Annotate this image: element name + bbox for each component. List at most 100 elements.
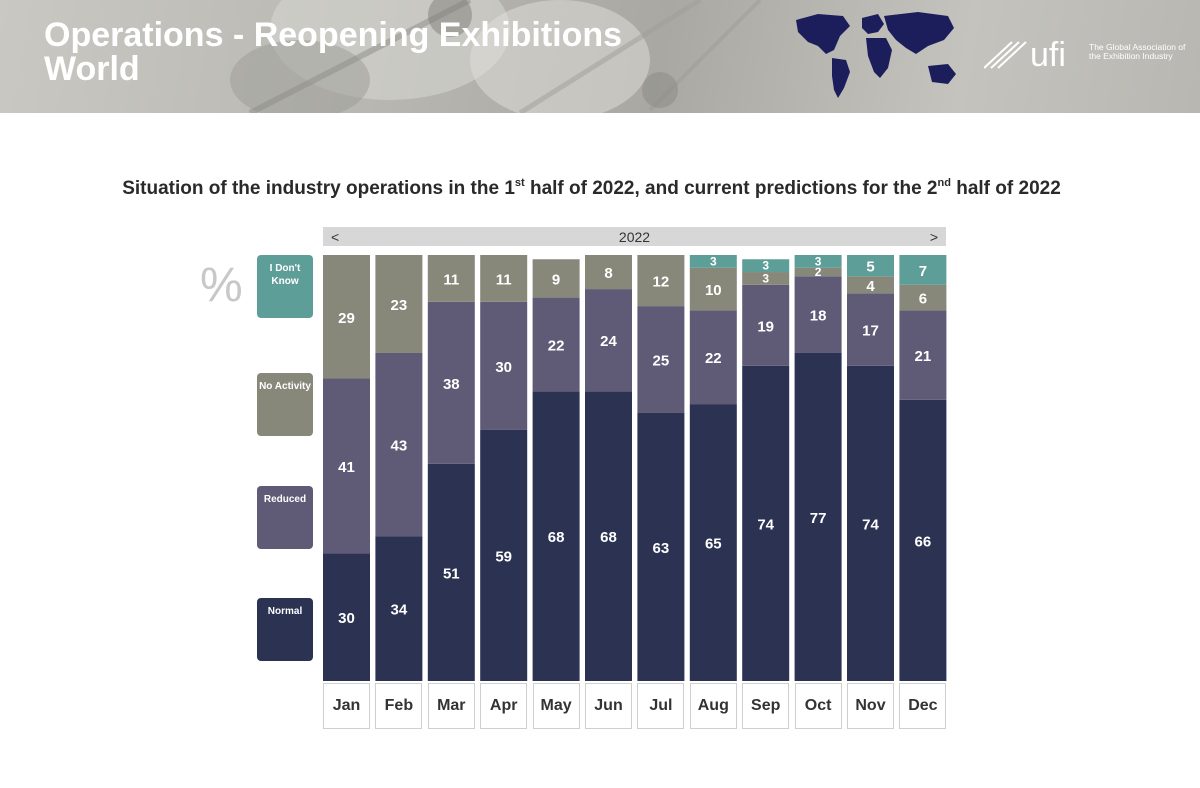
data-label: 24 (600, 333, 617, 350)
bar-segment-normal-jan (323, 553, 370, 681)
legend-label: Reduced (263, 494, 307, 505)
background-photo (230, 0, 762, 113)
bar-segment-normal-nov (847, 365, 894, 681)
data-label: 66 (915, 533, 932, 550)
bar-segment-reduced-feb (375, 352, 423, 537)
data-label: 3 (762, 271, 769, 285)
data-label: 74 (757, 516, 774, 533)
month-label-sep: Sep (742, 683, 790, 729)
legend-label: I Don't Know (269, 263, 301, 287)
bar-segment-normal-jun (585, 391, 632, 681)
subtitle-part-3: half of 2022 (950, 178, 1061, 199)
data-label: 19 (757, 318, 774, 335)
bar-segment-reduced-nov (847, 293, 894, 366)
year-navigator: 2022 < > (323, 227, 946, 246)
subtitle-part-1: Situation of the industry operations in … (122, 178, 515, 199)
data-label: 5 (866, 259, 874, 276)
bar-segment-normal-jul (637, 412, 685, 681)
legend-reduced: Reduced (257, 486, 313, 549)
data-label: 22 (548, 337, 565, 354)
bar-segment-no-activity-mar (427, 255, 475, 302)
month-label-nov: Nov (847, 683, 894, 729)
bar-segment-no-activity-oct (794, 267, 842, 277)
data-label: 12 (653, 274, 670, 291)
data-label: 6 (919, 291, 927, 308)
bar-segment-no-activity-may (532, 259, 580, 298)
bar-segment-no-activity-nov (847, 276, 894, 294)
bar-segment-normal-may (532, 391, 580, 681)
bar-segment-reduced-jun (585, 289, 632, 392)
bar-segment-normal-mar (427, 463, 475, 681)
data-label: 11 (496, 271, 512, 288)
month-label-jan: Jan (323, 683, 370, 729)
bar-segment-no-activity-jul (637, 255, 685, 307)
bar-segment-no-activity-jan (323, 255, 370, 379)
bar-segment-no-activity-jun (585, 255, 632, 290)
legend-normal: Normal (257, 598, 313, 661)
data-label: 30 (495, 359, 512, 376)
data-label: 41 (338, 459, 355, 476)
bar-segment-reduced-jan (323, 378, 370, 554)
data-label: 18 (810, 308, 827, 325)
data-label: 38 (443, 376, 460, 393)
data-label: 59 (495, 548, 512, 565)
previous-arrow-button[interactable]: < (331, 229, 340, 245)
data-label: 22 (705, 350, 722, 367)
data-label: 2 (815, 265, 822, 279)
data-label: 34 (391, 602, 408, 619)
month-label-mar: Mar (427, 683, 475, 729)
month-label-may: May (532, 683, 580, 729)
month-label-apr: Apr (480, 683, 528, 729)
next-arrow-button[interactable]: > (929, 229, 938, 245)
chart-subtitle: Situation of the industry operations in … (0, 177, 1183, 200)
bar-segment-reduced-mar (427, 301, 475, 464)
data-label: 3 (815, 254, 822, 268)
percent-unit-label: % (200, 259, 243, 312)
data-label: 9 (552, 271, 560, 288)
data-label: 68 (548, 529, 565, 546)
data-label: 4 (866, 278, 875, 295)
data-label: 17 (862, 323, 879, 340)
data-label: 3 (762, 259, 769, 273)
bar-segment-normal-sep (742, 365, 790, 681)
year-label: 2022 (618, 229, 651, 245)
data-label: 63 (653, 540, 670, 557)
bar-segment-reduced-dec (899, 310, 947, 400)
data-label: 77 (810, 510, 827, 527)
logo-tagline: The Global Association of the Exhibition… (1089, 42, 1186, 61)
data-label: 43 (391, 438, 408, 455)
bar-segment-normal-dec (899, 399, 947, 681)
bar-segment-no-activity-aug (689, 267, 737, 311)
subtitle-sup-1: st (514, 177, 525, 189)
month-label-aug: Aug (689, 683, 737, 729)
subtitle-part-2: half of 2022, and current predictions fo… (524, 178, 938, 199)
data-label: 7 (919, 263, 927, 280)
bar-segment-reduced-oct (794, 276, 842, 353)
data-label: 21 (915, 348, 932, 365)
bar-segment-reduced-sep (742, 284, 790, 366)
month-label-dec: Dec (899, 683, 947, 729)
data-label: 25 (653, 352, 670, 369)
bar-segment-i-don-t-know-nov (847, 255, 894, 277)
data-label: 23 (391, 297, 408, 314)
data-label: 68 (600, 529, 617, 546)
bar-segment-i-don-t-know-aug (689, 255, 737, 268)
header-banner: Operations - Reopening Exhibitions World… (0, 0, 1200, 113)
bar-segment-normal-oct (794, 352, 842, 681)
bar-segment-no-activity-sep (742, 272, 790, 285)
data-label: 8 (604, 265, 612, 282)
world-map-icon (796, 12, 956, 98)
bar-segment-no-activity-feb (375, 255, 423, 353)
data-label: 51 (443, 565, 460, 582)
bar-segment-no-activity-dec (899, 284, 947, 311)
month-label-oct: Oct (794, 683, 842, 729)
subtitle-sup-2: nd (937, 177, 951, 189)
month-label-feb: Feb (375, 683, 423, 729)
data-label: 74 (862, 516, 879, 533)
data-label: 30 (338, 610, 355, 627)
data-label: 10 (705, 282, 722, 299)
bar-segment-reduced-jul (637, 306, 685, 413)
bar-segment-normal-aug (689, 404, 737, 681)
logo-wordmark: ufi (1030, 36, 1066, 70)
